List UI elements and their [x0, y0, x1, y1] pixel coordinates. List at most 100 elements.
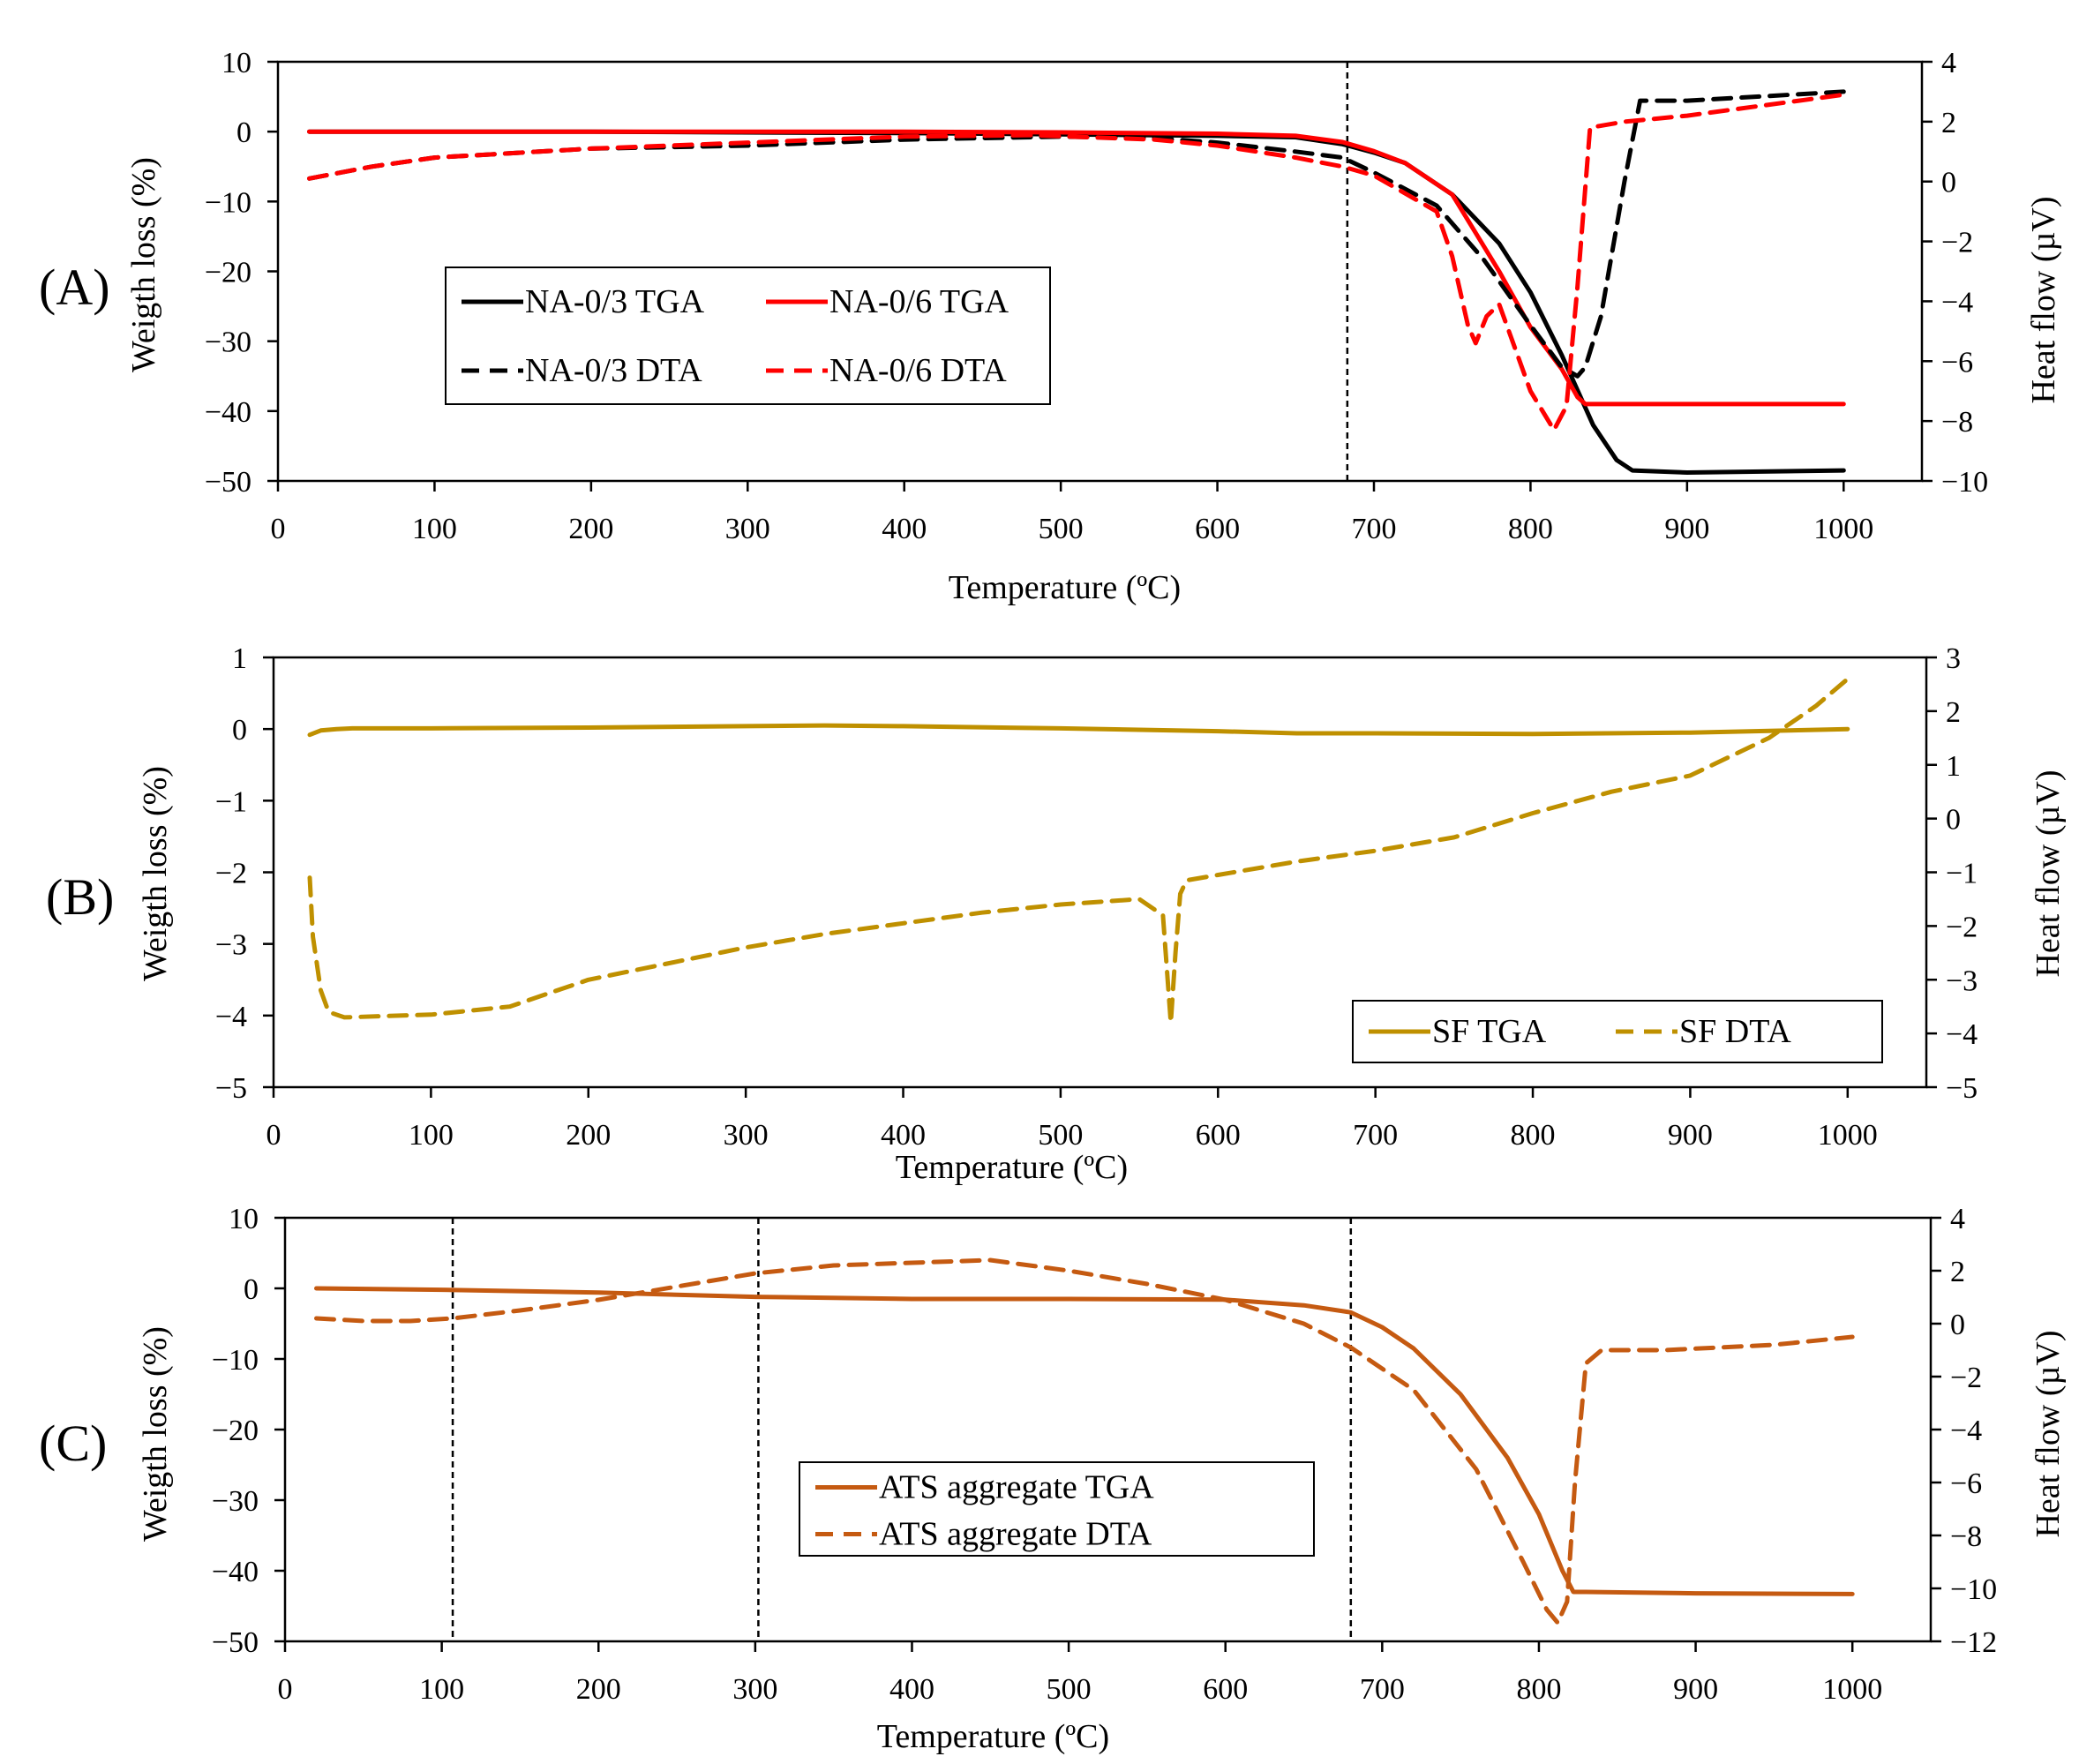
x-tick-label: 500 [1039, 513, 1084, 545]
x-tick-label: 600 [1195, 513, 1240, 545]
y-tick-label: −20 [205, 257, 251, 289]
y-tick-label: 10 [221, 47, 251, 79]
legend-entry-label: NA-0/6 DTA [829, 352, 1007, 389]
x-tick-label: 500 [1038, 1119, 1083, 1152]
x-tick-label: 200 [568, 513, 613, 545]
x-tick-label: 1000 [1822, 1673, 1882, 1706]
y-tick-label: 0 [244, 1273, 259, 1306]
x-tick-label: 100 [409, 1119, 454, 1152]
x-tick-label: 900 [1664, 513, 1709, 545]
chart-panel-a: 0 100 200 300 400 500 600 700 800 900 1000100−10−2… [125, 47, 2062, 606]
y2-tick-label: 2 [1941, 107, 1956, 139]
y2-tick-label: −4 [1950, 1415, 1982, 1447]
x-tick-label: 900 [1668, 1119, 1713, 1152]
panel-label-b: (B) [46, 868, 114, 926]
y-tick-label: −5 [215, 1072, 247, 1105]
legend-entry-label: NA-0/3 DTA [525, 352, 702, 389]
y-tick-label: −40 [212, 1556, 259, 1588]
x-tick-label: 700 [1360, 1673, 1405, 1706]
x-tick-label: 200 [566, 1119, 611, 1152]
x-tick-label: 800 [1508, 513, 1553, 545]
y-axis-label: Weigth loss (%) [137, 766, 174, 981]
y-tick-label: −30 [212, 1485, 259, 1518]
y-tick-label: −30 [205, 327, 251, 359]
legend-entry-label: ATS aggregate TGA [879, 1469, 1154, 1506]
y2-tick-label: −8 [1950, 1520, 1982, 1553]
series-line-na-0-6-dta [307, 92, 1846, 432]
y-tick-label: −40 [205, 396, 251, 429]
x-tick-label: 0 [278, 1673, 293, 1706]
y2-tick-label: 0 [1950, 1309, 1965, 1341]
y2-tick-label: −2 [1946, 911, 1978, 943]
x-tick-label: 400 [882, 513, 927, 545]
y2-tick-label: −2 [1950, 1362, 1982, 1394]
x-tick-label: 400 [889, 1673, 934, 1706]
x-tick-label: 600 [1196, 1119, 1241, 1152]
x-tick-label: 200 [576, 1673, 621, 1706]
x-tick-label: 1000 [1818, 1119, 1878, 1152]
chart-panel-c: 0 100 200 300 400 500 600 700 800 900 1000100−10−2… [137, 1203, 2067, 1755]
y-tick-label: 10 [229, 1203, 259, 1235]
y-tick-label: −1 [215, 785, 247, 818]
panel-label-c: (C) [39, 1415, 107, 1472]
y2-tick-label: −5 [1946, 1072, 1978, 1105]
series-line-sf-tga [307, 723, 1850, 738]
y-axis-label: Weigth loss (%) [137, 1326, 174, 1542]
x-tick-label: 0 [271, 513, 286, 545]
x-axis-label: Temperature (ºC) [896, 1149, 1128, 1186]
y2-tick-label: −6 [1950, 1467, 1982, 1500]
y2-tick-label: 0 [1946, 804, 1961, 837]
y-tick-label: −50 [205, 466, 251, 499]
x-tick-label: 300 [732, 1673, 777, 1706]
x-tick-label: 700 [1353, 1119, 1398, 1152]
y-tick-label: −50 [212, 1626, 259, 1659]
y-tick-label: 0 [236, 116, 251, 149]
y-tick-label: 1 [232, 642, 247, 675]
series-line-na-0-3-dta [307, 89, 1846, 379]
y2-tick-label: 4 [1950, 1203, 1965, 1235]
y2-tick-label: −4 [1946, 1018, 1978, 1051]
y2-tick-label: −12 [1950, 1626, 1997, 1659]
y2-tick-label: −4 [1941, 286, 1973, 319]
x-tick-label: 300 [725, 513, 770, 545]
y-tick-label: −2 [215, 858, 247, 890]
x-tick-label: 800 [1511, 1119, 1556, 1152]
x-tick-label: 700 [1352, 513, 1397, 545]
y2-tick-label: 0 [1941, 167, 1956, 199]
y-tick-label: −10 [212, 1344, 259, 1377]
x-axis-label: Temperature (ºC) [877, 1718, 1109, 1755]
y2-tick-label: −10 [1941, 466, 1988, 499]
legend-entry-label: SF TGA [1432, 1013, 1547, 1050]
y2-tick-label: −8 [1941, 406, 1973, 439]
y-tick-label: −10 [205, 186, 251, 219]
y-tick-label: 0 [232, 714, 247, 747]
y2-axis-label: Heat flow (µV) [2025, 196, 2062, 403]
series-line-ats-aggregate-dta [314, 1257, 1855, 1625]
y2-tick-label: −2 [1941, 227, 1973, 259]
x-tick-label: 400 [881, 1119, 926, 1152]
y2-axis-label: Heat flow (µV) [2030, 1330, 2067, 1537]
chart-panel-b: 0 100 200 300 400 500 600 700 800 900 1000 1 0 −1 −2 −3… [137, 642, 2067, 1186]
y2-tick-label: 3 [1946, 642, 1961, 675]
x-tick-label: 1000 [1813, 513, 1873, 545]
x-tick-label: 600 [1203, 1673, 1248, 1706]
y-tick-label: −20 [212, 1415, 259, 1447]
panel-label-a: (A) [39, 259, 110, 316]
y-tick-label: −4 [215, 1001, 247, 1033]
legend-box [445, 266, 1051, 405]
x-tick-label: 800 [1516, 1673, 1561, 1706]
legend-box [799, 1461, 1315, 1557]
legend-entry-label: NA-0/6 TGA [829, 283, 1009, 320]
legend-entry-label: SF DTA [1679, 1013, 1791, 1050]
y-tick-label: −3 [215, 929, 247, 962]
x-tick-label: 900 [1673, 1673, 1718, 1706]
x-tick-label: 100 [412, 513, 457, 545]
x-tick-label: 100 [419, 1673, 464, 1706]
y2-tick-label: −3 [1946, 965, 1978, 997]
x-axis-label: Temperature (ºC) [949, 569, 1181, 606]
y2-tick-label: −1 [1946, 858, 1978, 890]
legend-entry-label: NA-0/3 TGA [525, 283, 705, 320]
x-tick-label: 500 [1047, 1673, 1092, 1706]
series-line-na-0-6-tga [307, 129, 1846, 407]
